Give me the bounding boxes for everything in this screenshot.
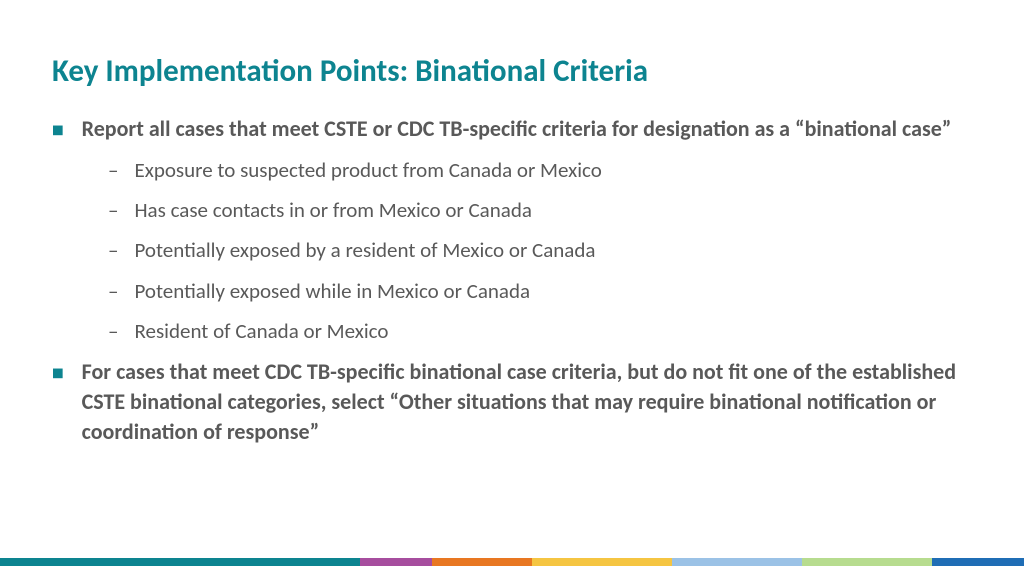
bullet-text: Potentially exposed while in Mexico or C… xyxy=(134,277,972,305)
bullet-marker-icon: ◼ xyxy=(52,121,64,140)
dash-marker-icon: – xyxy=(108,196,118,224)
footer-segment xyxy=(532,558,672,566)
dash-marker-icon: – xyxy=(108,156,118,184)
dash-marker-icon: – xyxy=(108,317,118,345)
bullet-text: Has case contacts in or from Mexico or C… xyxy=(134,196,972,224)
footer-segment xyxy=(672,558,802,566)
bullet-text: Exposure to suspected product from Canad… xyxy=(134,156,972,184)
slide-container: Key Implementation Points: Binational Cr… xyxy=(0,0,1024,446)
bullet-marker-icon: ◼ xyxy=(52,364,64,383)
bullet-text: For cases that meet CDC TB-specific bina… xyxy=(82,357,972,446)
footer-segment xyxy=(0,558,360,566)
bullet-item: ◼ For cases that meet CDC TB-specific bi… xyxy=(52,357,972,446)
slide-title: Key Implementation Points: Binational Cr… xyxy=(52,52,972,90)
slide-content: ◼ Report all cases that meet CSTE or CDC… xyxy=(52,114,972,446)
footer-segment xyxy=(432,558,532,566)
bullet-text: Report all cases that meet CSTE or CDC T… xyxy=(82,114,972,144)
bullet-item: – Resident of Canada or Mexico xyxy=(108,317,972,345)
bullet-item: – Potentially exposed while in Mexico or… xyxy=(108,277,972,305)
footer-segment xyxy=(802,558,932,566)
footer-accent-bar xyxy=(0,558,1024,566)
bullet-item: – Has case contacts in or from Mexico or… xyxy=(108,196,972,224)
dash-marker-icon: – xyxy=(108,277,118,305)
bullet-text: Potentially exposed by a resident of Mex… xyxy=(134,236,972,264)
bullet-text: Resident of Canada or Mexico xyxy=(134,317,972,345)
bullet-item: ◼ Report all cases that meet CSTE or CDC… xyxy=(52,114,972,144)
footer-segment xyxy=(932,558,1024,566)
dash-marker-icon: – xyxy=(108,236,118,264)
bullet-item: – Potentially exposed by a resident of M… xyxy=(108,236,972,264)
footer-segment xyxy=(360,558,432,566)
bullet-item: – Exposure to suspected product from Can… xyxy=(108,156,972,184)
